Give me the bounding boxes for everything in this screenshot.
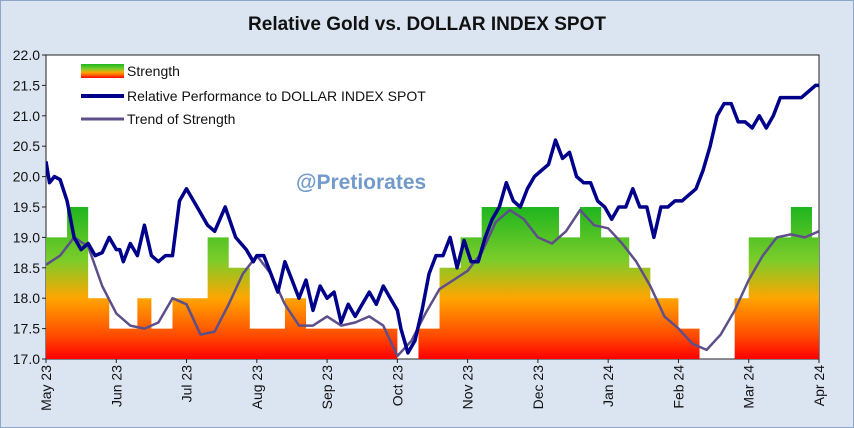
x-tick-label: Dec 23 — [530, 365, 546, 410]
strength-area — [46, 207, 819, 359]
legend-label-trend: Trend of Strength — [127, 111, 235, 127]
x-tick-label: Oct 23 — [389, 365, 405, 406]
watermark: @Pretiorates — [296, 171, 426, 194]
y-tick-label: 19.5 — [13, 199, 40, 215]
legend: Strength Relative Performance to DOLLAR … — [81, 63, 426, 127]
y-tick-label: 18.0 — [13, 290, 40, 306]
x-tick-label: Apr 24 — [811, 365, 827, 406]
y-tick-label: 21.0 — [13, 108, 40, 124]
x-tick-label: Nov 23 — [460, 365, 476, 410]
x-tick-label: Sep 23 — [319, 365, 335, 410]
y-tick-label: 17.5 — [13, 321, 40, 337]
y-tick-label: 20.0 — [13, 169, 40, 185]
legend-swatch-strength — [81, 64, 124, 78]
x-tick-label: Aug 23 — [249, 365, 265, 410]
y-tick-label: 20.5 — [13, 138, 40, 154]
y-tick-label: 22.0 — [13, 47, 40, 63]
legend-label-strength: Strength — [127, 63, 180, 79]
x-tick-label: Jun 23 — [108, 365, 124, 407]
x-tick-label: Jan 24 — [600, 365, 616, 407]
y-tick-label: 17.0 — [13, 351, 40, 367]
x-tick-label: Mar 24 — [741, 365, 757, 409]
x-tick-label: Feb 24 — [670, 365, 686, 409]
legend-label-performance: Relative Performance to DOLLAR INDEX SPO… — [127, 88, 426, 104]
relative-performance-line — [46, 83, 819, 355]
y-tick-label: 21.5 — [13, 77, 40, 93]
chart-title: Relative Gold vs. DOLLAR INDEX SPOT — [248, 14, 606, 35]
x-tick-label: Jul 23 — [179, 365, 195, 403]
x-tick-label: May 23 — [38, 365, 54, 411]
trend-of-strength-line — [46, 208, 819, 358]
y-tick-label: 19.0 — [13, 229, 40, 245]
y-tick-label: 18.5 — [13, 260, 40, 276]
